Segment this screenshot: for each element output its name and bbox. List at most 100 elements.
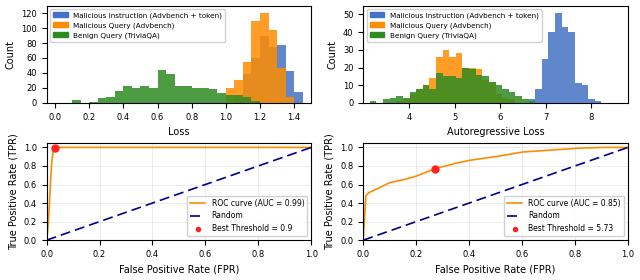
Bar xyxy=(443,50,449,103)
Bar xyxy=(562,27,568,103)
Bar xyxy=(269,29,277,103)
Bar xyxy=(509,92,515,103)
Bar xyxy=(548,32,555,103)
Bar xyxy=(209,89,218,103)
Bar xyxy=(502,98,509,103)
Bar xyxy=(243,74,252,103)
Bar xyxy=(463,67,469,103)
Bar xyxy=(423,85,429,103)
Bar xyxy=(423,85,429,103)
Bar xyxy=(436,73,443,103)
Bar xyxy=(157,70,166,103)
Legend: ROC curve (AUC = 0.99), Random, Best Threshold = 0.9: ROC curve (AUC = 0.99), Random, Best Thr… xyxy=(187,196,307,236)
Bar xyxy=(568,32,575,103)
Y-axis label: Count: Count xyxy=(327,40,337,69)
Bar xyxy=(218,93,226,103)
Bar xyxy=(175,86,183,103)
Bar xyxy=(509,99,515,103)
Bar xyxy=(582,85,588,103)
Bar xyxy=(252,20,260,103)
Bar xyxy=(463,67,469,103)
Bar xyxy=(489,82,495,103)
Bar xyxy=(410,94,416,103)
Bar xyxy=(595,101,602,103)
Y-axis label: True Positive Rate (TPR): True Positive Rate (TPR) xyxy=(324,133,335,250)
Bar xyxy=(285,97,294,103)
Bar xyxy=(449,76,456,103)
Bar xyxy=(370,101,376,103)
Bar xyxy=(469,67,476,103)
Bar xyxy=(260,36,269,103)
Bar xyxy=(234,95,243,103)
Bar xyxy=(502,89,509,103)
Bar xyxy=(98,99,106,103)
Y-axis label: True Positive Rate (TPR): True Positive Rate (TPR) xyxy=(8,133,18,250)
Bar xyxy=(522,99,529,103)
Bar xyxy=(192,88,200,103)
Bar xyxy=(243,97,252,103)
Bar xyxy=(234,80,243,103)
Bar xyxy=(436,57,443,103)
Bar xyxy=(234,99,243,103)
Bar xyxy=(200,88,209,103)
Bar xyxy=(410,92,416,103)
Bar xyxy=(469,69,476,103)
Legend: Malicious Instruction (Advbench + token), Malicious Query (Advbench), Benign Que: Malicious Instruction (Advbench + token)… xyxy=(367,9,541,42)
Bar xyxy=(489,82,495,103)
Bar xyxy=(285,71,294,103)
Bar xyxy=(483,76,489,103)
Bar xyxy=(403,98,410,103)
Bar xyxy=(495,94,502,103)
Point xyxy=(49,146,60,150)
Bar xyxy=(115,91,124,103)
Bar xyxy=(252,58,260,103)
X-axis label: Loss: Loss xyxy=(168,127,189,137)
Bar xyxy=(243,62,252,103)
Bar xyxy=(166,74,175,103)
Bar xyxy=(456,78,463,103)
Bar xyxy=(89,102,98,103)
Bar xyxy=(416,89,423,103)
Bar xyxy=(456,53,463,103)
Bar xyxy=(529,101,535,103)
Bar xyxy=(390,98,396,103)
Bar xyxy=(495,85,502,103)
Bar xyxy=(141,87,149,103)
Y-axis label: Count: Count xyxy=(6,40,15,69)
Bar xyxy=(149,88,157,103)
Bar xyxy=(588,99,595,103)
Bar xyxy=(252,101,260,103)
Bar xyxy=(575,83,582,103)
Bar xyxy=(294,92,303,103)
Bar xyxy=(476,74,483,103)
Bar xyxy=(396,96,403,103)
Point xyxy=(429,167,440,171)
Bar xyxy=(555,13,562,103)
Bar xyxy=(542,59,548,103)
Bar xyxy=(443,76,449,103)
Bar xyxy=(124,87,132,103)
Bar xyxy=(226,88,234,103)
Bar xyxy=(483,80,489,103)
Bar xyxy=(260,13,269,103)
Bar xyxy=(183,87,192,103)
Legend: ROC curve (AUC = 0.85), Random, Best Threshold = 5.73: ROC curve (AUC = 0.85), Random, Best Thr… xyxy=(504,196,624,236)
Bar xyxy=(429,89,436,103)
Bar xyxy=(529,99,535,103)
Bar xyxy=(277,45,285,103)
Bar xyxy=(535,89,542,103)
X-axis label: Autoregressive Loss: Autoregressive Loss xyxy=(447,127,545,137)
Bar xyxy=(277,68,285,103)
Bar xyxy=(476,69,483,103)
Bar xyxy=(396,101,403,103)
Bar xyxy=(403,99,410,103)
Bar xyxy=(383,99,390,103)
Bar xyxy=(429,78,436,103)
Bar xyxy=(515,96,522,103)
X-axis label: False Positive Rate (FPR): False Positive Rate (FPR) xyxy=(435,264,556,274)
Bar xyxy=(416,89,423,103)
Bar xyxy=(132,88,141,103)
Bar xyxy=(226,95,234,103)
Bar xyxy=(449,57,456,103)
Bar xyxy=(72,100,81,103)
